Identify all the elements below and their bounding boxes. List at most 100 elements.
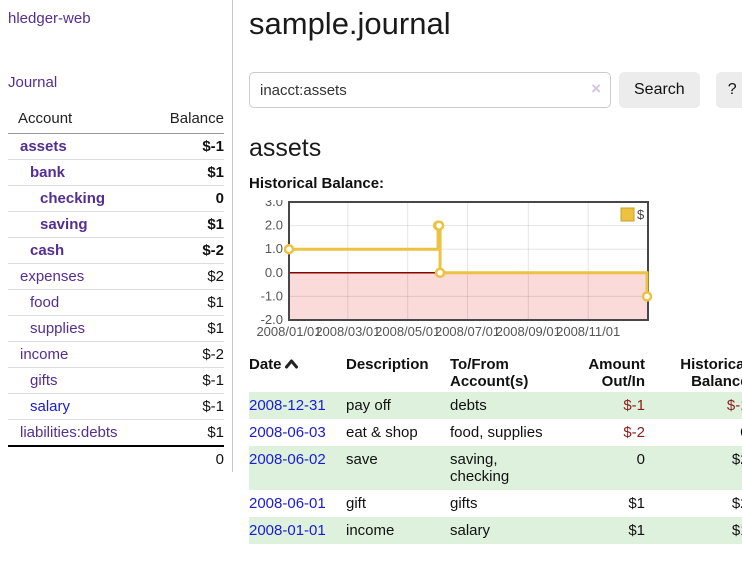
- register-header-row: Date Description To/From Account(s) Amou…: [249, 354, 742, 392]
- transaction-date-link[interactable]: 2008-12-31: [249, 397, 326, 414]
- svg-text:$: $: [637, 207, 645, 222]
- account-link[interactable]: checking: [40, 190, 106, 207]
- svg-text:-1.0: -1.0: [261, 288, 283, 303]
- account-cell: salary: [8, 393, 153, 420]
- search-input[interactable]: [249, 72, 611, 108]
- account-link[interactable]: cash: [30, 242, 65, 259]
- register-accounts-cell: saving, checking: [450, 451, 510, 485]
- account-row: bank $1: [8, 159, 224, 186]
- register-header-amount: Amount Out/In: [588, 356, 645, 390]
- account-link[interactable]: supplies: [30, 320, 86, 337]
- chart-svg: $3.0 2.0 1.0 0.0 -1.0 -2.02008/01/012008/03/0…: [256, 194, 653, 339]
- register-amount-cell: $-2: [623, 424, 645, 441]
- register-row: 2008-12-31 pay off debts $-1 $-1: [249, 392, 742, 419]
- accounts-header-row: Account Balance: [8, 107, 224, 134]
- account-heading: assets: [249, 134, 322, 162]
- app-title-link[interactable]: hledger-web: [8, 10, 91, 27]
- account-row: checking 0: [8, 185, 224, 212]
- account-link[interactable]: expenses: [20, 268, 85, 285]
- sort-ascending-icon: [284, 359, 298, 369]
- transaction-date-link[interactable]: 2008-06-02: [249, 451, 326, 468]
- account-cell: expenses: [8, 263, 153, 290]
- account-cell: bank: [8, 159, 153, 186]
- svg-text:-2.0: -2.0: [261, 312, 283, 327]
- account-cell: food: [8, 289, 153, 316]
- account-link[interactable]: salary: [30, 398, 71, 415]
- account-balance: $1: [152, 211, 224, 238]
- sidebar-item-journal[interactable]: Journal: [8, 74, 58, 91]
- account-balance: $-2: [152, 341, 224, 368]
- account-balance: $1: [152, 419, 224, 446]
- account-balance: $1: [152, 315, 224, 342]
- register-row: 2008-06-03 eat & shop food, supplies $-20: [249, 419, 742, 446]
- register-accounts-cell: gifts: [450, 495, 478, 512]
- account-link[interactable]: liabilities:debts: [20, 424, 118, 441]
- register-header-description: Description: [346, 356, 429, 373]
- account-row: expenses $2: [8, 263, 224, 290]
- clear-search-icon[interactable]: ×: [591, 79, 601, 98]
- svg-text:1.0: 1.0: [265, 241, 283, 256]
- transaction-date-link[interactable]: 2008-06-01: [249, 495, 326, 512]
- account-balance: $1: [152, 289, 224, 316]
- account-row: salary $-1: [8, 393, 224, 420]
- accounts-header-balance: Balance: [152, 107, 224, 134]
- transaction-date-link[interactable]: 2008-06-03: [249, 424, 326, 441]
- register-date-cell: 2008-06-03: [249, 419, 346, 446]
- search-button[interactable]: Search: [619, 72, 700, 108]
- account-balance: $-1: [152, 393, 224, 420]
- register-row: 2008-06-02 save saving, checking 0 $2: [249, 446, 742, 490]
- account-link[interactable]: bank: [30, 164, 66, 181]
- svg-text:2008/03/01: 2008/03/01: [315, 324, 380, 339]
- register-description-cell: save: [346, 451, 378, 468]
- register-amount-cell: 0: [636, 451, 645, 468]
- register-balance-cell: $1: [731, 522, 742, 539]
- register-header-date[interactable]: Date: [249, 354, 346, 392]
- account-row: gifts $-1: [8, 367, 224, 394]
- svg-text:2008/09/01: 2008/09/01: [496, 324, 561, 339]
- transaction-date-link[interactable]: 2008-01-01: [249, 522, 326, 539]
- register-description-cell: pay off: [346, 397, 391, 414]
- svg-text:2008/07/01: 2008/07/01: [435, 324, 500, 339]
- sidebar-nav: Journal: [8, 74, 224, 92]
- account-cell: liabilities:debts: [8, 419, 153, 446]
- account-balance: $1: [152, 159, 224, 186]
- register-accounts-cell: food, supplies: [450, 424, 543, 441]
- register-description-cell: eat & shop: [346, 424, 418, 441]
- account-row: liabilities:debts $1: [8, 419, 224, 446]
- search-bar: × Search ?: [249, 72, 742, 108]
- account-link[interactable]: assets: [20, 138, 67, 155]
- register-header-date-label: Date: [249, 356, 282, 373]
- register-row: 2008-06-01 gift gifts $1 $2: [249, 490, 742, 517]
- account-link[interactable]: gifts: [30, 372, 58, 389]
- account-link[interactable]: food: [30, 294, 60, 311]
- account-link[interactable]: saving: [40, 216, 88, 233]
- account-cell: income: [8, 341, 153, 368]
- account-link[interactable]: income: [20, 346, 69, 363]
- sidebar: hledger-web Journal Account Balance asse…: [0, 0, 233, 472]
- accounts-total-value: 0: [152, 445, 224, 472]
- register-balance-cell: $2: [731, 451, 742, 468]
- account-row: saving $1: [8, 211, 224, 238]
- account-cell: saving: [8, 211, 153, 238]
- svg-text:3.0: 3.0: [265, 200, 283, 209]
- main-content: sample.journal × Search ? assets Histori…: [233, 0, 742, 544]
- register-amount-cell: $-1: [623, 397, 645, 414]
- register-balance-cell: 0: [645, 419, 742, 446]
- account-balance: $-2: [152, 237, 224, 264]
- help-button[interactable]: ?: [715, 72, 742, 108]
- svg-text:2.0: 2.0: [265, 218, 283, 233]
- historical-balance-chart: $3.0 2.0 1.0 0.0 -1.0 -2.0 2008/01/01 2008/03/0…: [249, 194, 742, 344]
- account-row: assets $-1: [8, 134, 224, 160]
- register-table: Date Description To/From Account(s) Amou…: [249, 354, 742, 544]
- account-cell: gifts: [8, 367, 153, 394]
- register-header-accounts: To/From Account(s): [450, 356, 529, 390]
- account-cell: supplies: [8, 315, 153, 342]
- register-accounts-cell: debts: [450, 397, 487, 414]
- account-balance: 0: [152, 185, 224, 212]
- register-header-balance: Historical Balance: [680, 356, 742, 390]
- register-accounts-cell: salary: [450, 522, 491, 539]
- accounts-header-account: Account: [8, 107, 153, 134]
- svg-text:0.0: 0.0: [265, 265, 283, 280]
- register-date-cell: 2008-06-02: [249, 446, 346, 490]
- search-field-wrap: ×: [249, 72, 611, 108]
